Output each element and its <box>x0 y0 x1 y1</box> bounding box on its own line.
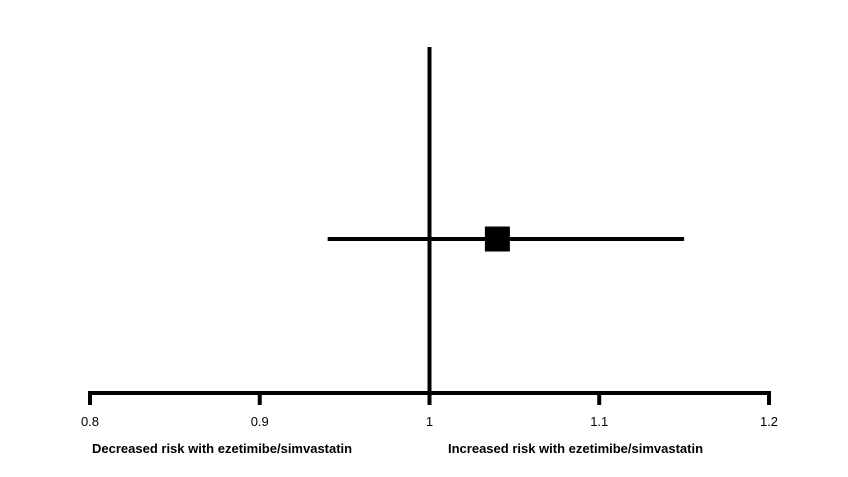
estimates <box>327 226 685 252</box>
x-tick-label: 0.8 <box>81 414 99 429</box>
point-estimate-marker <box>484 226 510 252</box>
x-tick-label: 1 <box>426 414 433 429</box>
x-tick-label: 1.1 <box>590 414 608 429</box>
x-tick-label: 1.2 <box>760 414 778 429</box>
increased-risk-label: Increased risk with ezetimibe/simvastati… <box>448 441 703 456</box>
x-axis-tick-labels: 0.8 0.9 1 1.1 1.2 <box>81 414 778 429</box>
x-tick-label: 0.9 <box>251 414 269 429</box>
decreased-risk-label: Decreased risk with ezetimibe/simvastati… <box>92 441 352 456</box>
